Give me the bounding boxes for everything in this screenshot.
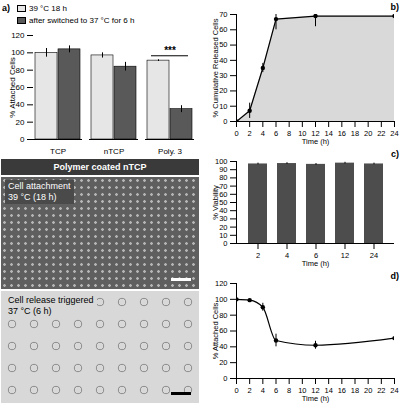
svg-text:80: 80 [219,311,227,320]
svg-text:14: 14 [324,385,333,395]
svg-text:% Viability: % Viability [211,185,220,220]
svg-text:12: 12 [311,385,320,395]
svg-text:40: 40 [15,100,25,110]
svg-text:100: 100 [215,157,228,166]
svg-text:14: 14 [324,128,333,138]
svg-text:***: *** [164,45,176,56]
svg-text:50: 50 [219,198,227,207]
html-text:39 °C (18 h): 39 °C (18 h) [8,192,57,202]
svg-text:60: 60 [15,83,25,93]
svg-text:8: 8 [287,386,291,395]
svg-text:10: 10 [298,385,307,395]
html-text:b): b) [390,2,399,12]
svg-text:0: 0 [223,117,227,126]
svg-text:4: 4 [261,129,265,138]
html-text:Cell attachment: Cell attachment [8,181,71,191]
svg-text:nTCP: nTCP [104,147,124,156]
svg-text:TCP: TCP [50,147,66,156]
svg-text:0: 0 [223,374,227,383]
svg-text:30: 30 [219,214,227,223]
svg-text:50: 50 [219,40,227,49]
svg-text:24: 24 [390,386,398,395]
svg-text:0: 0 [20,135,25,144]
html-text:d): d) [390,271,399,281]
svg-text:120: 120 [11,31,25,40]
svg-text:30: 30 [219,71,227,80]
svg-text:10: 10 [298,128,307,138]
svg-text:24: 24 [390,129,398,138]
svg-text:12: 12 [311,128,320,138]
svg-text:20: 20 [219,223,227,232]
svg-text:4: 4 [261,386,265,395]
svg-text:0: 0 [234,386,238,395]
svg-text:0: 0 [223,239,227,248]
svg-text:60: 60 [219,326,227,335]
svg-text:20: 20 [364,129,372,138]
svg-text:40: 40 [219,206,227,215]
svg-text:70: 70 [219,182,227,191]
html-text:Polymer coated nTCP: Polymer coated nTCP [53,162,147,172]
svg-text:60: 60 [219,190,227,199]
html-text:39 °C 18 h: 39 °C 18 h [29,4,67,13]
svg-text:Time (h): Time (h) [302,394,330,403]
svg-text:20: 20 [219,358,227,367]
svg-text:16: 16 [338,129,346,138]
svg-text:22: 22 [377,129,385,138]
svg-text:20: 20 [16,118,25,127]
svg-text:120: 120 [215,279,228,288]
svg-text:10: 10 [219,231,227,240]
svg-text:% Attached Cells: % Attached Cells [211,302,220,359]
svg-text:22: 22 [377,386,385,395]
svg-text:4: 4 [285,251,289,260]
svg-text:0: 0 [234,129,238,138]
svg-text:12: 12 [341,251,349,260]
svg-text:24: 24 [370,251,378,260]
svg-text:20: 20 [364,386,372,395]
svg-text:20: 20 [219,86,227,95]
svg-text:100: 100 [215,295,228,304]
svg-text:2: 2 [248,129,252,138]
svg-text:10: 10 [219,102,227,111]
svg-text:40: 40 [219,342,227,351]
svg-text:80: 80 [15,65,25,75]
svg-text:8: 8 [287,129,291,138]
svg-text:18: 18 [351,129,359,138]
svg-text:80: 80 [219,173,227,182]
svg-text:18: 18 [351,386,359,395]
svg-text:% Attached Cells: % Attached Cells [8,57,17,117]
svg-text:6: 6 [313,250,319,260]
html-text:37 °C (6 h): 37 °C (6 h) [8,306,52,316]
svg-text:40: 40 [219,56,227,65]
svg-text:6: 6 [274,129,278,138]
svg-text:100: 100 [11,48,25,57]
svg-text:Time (h): Time (h) [302,137,330,146]
svg-text:Poly. 3: Poly. 3 [158,147,182,156]
html-text:c): c) [391,149,399,159]
html-text:Cell release triggered: Cell release triggered [8,295,94,305]
svg-text:2: 2 [256,251,260,260]
html-text:a): a) [2,3,10,13]
svg-text:2: 2 [248,386,252,395]
svg-text:% Cumulative Released Cells: % Cumulative Released Cells [211,18,220,117]
svg-text:60: 60 [219,25,227,34]
svg-text:90: 90 [219,165,227,174]
svg-text:Time (h): Time (h) [302,259,330,268]
svg-text:70: 70 [219,10,227,19]
svg-text:6: 6 [274,386,278,395]
svg-text:16: 16 [338,386,346,395]
html-text:after switched to 37 °C for 6: after switched to 37 °C for 6 h [29,16,135,25]
